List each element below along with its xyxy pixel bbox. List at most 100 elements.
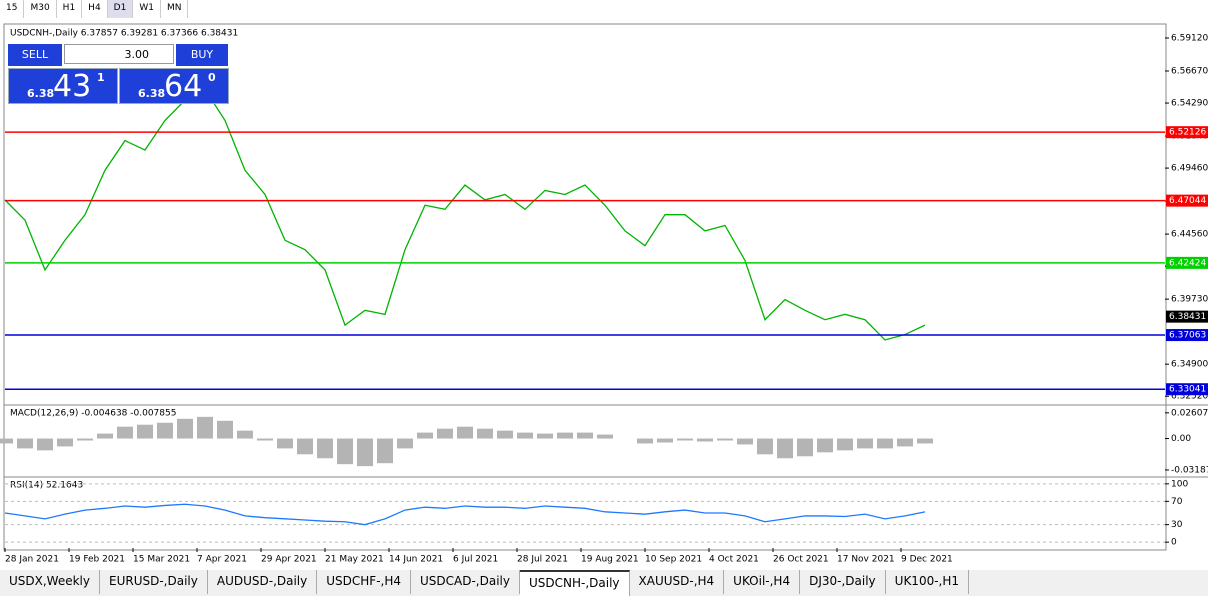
timeframe-button[interactable]: H1 (57, 0, 83, 18)
buy-pips: 64 (164, 69, 203, 104)
pane-title: RSI(14) 52.1643 (10, 481, 83, 491)
level-label: 6.42424 (1169, 258, 1206, 268)
lot-input[interactable]: 3.00 (64, 44, 174, 64)
histogram-bar (357, 438, 373, 467)
y-tick-label: 6.39730 (1171, 295, 1208, 305)
histogram-bar (717, 438, 733, 441)
level-tag (1166, 329, 1208, 342)
histogram-bar (177, 418, 193, 439)
histogram-bar (257, 438, 273, 441)
x-tick-label: 19 Aug 2021 (581, 555, 639, 565)
pane-title: MACD(12,26,9) -0.004638 -0.007855 (10, 409, 176, 419)
level-label: 6.47044 (1169, 196, 1206, 206)
y-tick-label: 100 (1171, 479, 1188, 489)
x-tick-label: 15 Mar 2021 (133, 555, 190, 565)
timeframe-button[interactable]: MN (161, 0, 189, 18)
histogram-bar (297, 438, 313, 455)
last-price-label: 6.38431 (1169, 312, 1206, 322)
sell-button[interactable]: SELL (8, 44, 62, 66)
y-tick-label: 6.56670 (1171, 66, 1208, 76)
y-tick-label: 30 (1171, 520, 1183, 530)
timeframe-button[interactable]: H4 (82, 0, 108, 18)
y-tick-label: 6.32520 (1171, 392, 1208, 402)
last-price-tag (1166, 310, 1208, 323)
histogram-bar (37, 438, 53, 451)
timeframe-button[interactable]: W1 (133, 0, 161, 18)
histogram-bar (77, 438, 93, 441)
y-tick-label: 0.00 (1171, 434, 1191, 444)
x-tick-label: 4 Oct 2021 (709, 555, 759, 565)
sell-price[interactable]: 6.38 43 1 (8, 68, 118, 104)
x-tick-label: 7 Apr 2021 (197, 555, 247, 565)
level-tag (1166, 194, 1208, 207)
level-tag (1166, 126, 1208, 139)
histogram-bar (397, 438, 413, 449)
histogram-bar (137, 424, 153, 439)
price-line (4, 503, 926, 526)
x-tick-label: 28 Jul 2021 (517, 555, 568, 565)
histogram-bar (557, 432, 573, 439)
background (0, 18, 1208, 570)
pane-title: USDCNH-,Daily 6.37857 6.39281 6.37366 6.… (10, 29, 238, 39)
sell-big: 6.38 (27, 87, 55, 100)
y-tick-label: -0.03187 (1171, 465, 1208, 475)
buy-button[interactable]: BUY (176, 44, 228, 66)
histogram-bar (217, 420, 233, 439)
level-label: 6.52126 (1169, 128, 1206, 138)
chart-tab[interactable]: XAUUSD-,H4 (630, 570, 725, 594)
y-tick-label: 0 (1171, 538, 1177, 548)
chart-tab[interactable]: USDCAD-,Daily (411, 570, 520, 594)
level-tag (1166, 383, 1208, 396)
x-tick-label: 10 Sep 2021 (645, 555, 702, 565)
y-tick-label: 6.59120 (1171, 33, 1208, 43)
histogram-bar (57, 438, 73, 447)
one-click-trade-panel: SELL 3.00 BUY 6.38 43 1 6.38 64 0 (8, 44, 229, 104)
y-tick-label: 6.44560 (1171, 230, 1208, 240)
chart-tab[interactable]: USDCNH-,Daily (519, 570, 630, 596)
histogram-bar (657, 438, 673, 443)
histogram-bar (837, 438, 853, 451)
buy-price[interactable]: 6.38 64 0 (119, 68, 229, 104)
histogram-bar (777, 438, 793, 459)
chart-tab[interactable]: UKOil-,H4 (724, 570, 801, 594)
histogram-bar (757, 438, 773, 455)
x-tick-label: 9 Dec 2021 (901, 555, 953, 565)
histogram-bar (437, 428, 453, 439)
x-tick-label: 14 Jun 2021 (389, 555, 443, 565)
chart-tab[interactable]: UK100-,H1 (886, 570, 970, 594)
histogram-bar (417, 432, 433, 439)
timeframe-button[interactable]: 15 (0, 0, 25, 18)
buy-big: 6.38 (138, 87, 166, 100)
chart-frame (3, 23, 1167, 551)
level-label: 6.33041 (1169, 385, 1206, 395)
histogram-bar (677, 438, 693, 441)
chart-tab[interactable]: EURUSD-,Daily (100, 570, 208, 594)
histogram-bar (477, 428, 493, 439)
x-tick-label: 21 May 2021 (325, 555, 384, 565)
histogram-bar (277, 438, 293, 449)
buy-fraction: 0 (208, 71, 216, 84)
chart-tab[interactable]: AUDUSD-,Daily (208, 570, 318, 594)
price-line (4, 88, 926, 341)
x-tick-label: 26 Oct 2021 (773, 555, 829, 565)
histogram-bar (237, 430, 253, 439)
chart-tab[interactable]: USDCHF-,H4 (317, 570, 411, 594)
timeframe-button[interactable]: D1 (107, 0, 134, 18)
x-tick-label: 29 Apr 2021 (261, 555, 317, 565)
chart-window: USDCNH-,Daily 6.37857 6.39281 6.37366 6.… (0, 18, 1208, 570)
chart-tab[interactable]: USDX,Weekly (0, 570, 100, 594)
chart-tab[interactable]: DJ30-,Daily (800, 570, 886, 594)
histogram-bar (497, 430, 513, 439)
histogram-bar (117, 426, 133, 439)
histogram-bar (737, 438, 753, 445)
histogram-bar (457, 426, 473, 439)
timeframe-button[interactable]: M30 (24, 0, 57, 18)
timeframe-toolbar: 15 M30 H1 H4 D1 W1 MN (0, 0, 189, 18)
x-tick-label: 28 Jan 2021 (5, 555, 59, 565)
chart-tabs: USDX,Weekly EURUSD-,Daily AUDUSD-,Daily USD… (0, 570, 1208, 596)
histogram-bar (877, 438, 893, 449)
histogram-bar (377, 438, 393, 464)
y-tick-label: 6.49460 (1171, 164, 1208, 174)
sell-fraction: 1 (97, 71, 105, 84)
